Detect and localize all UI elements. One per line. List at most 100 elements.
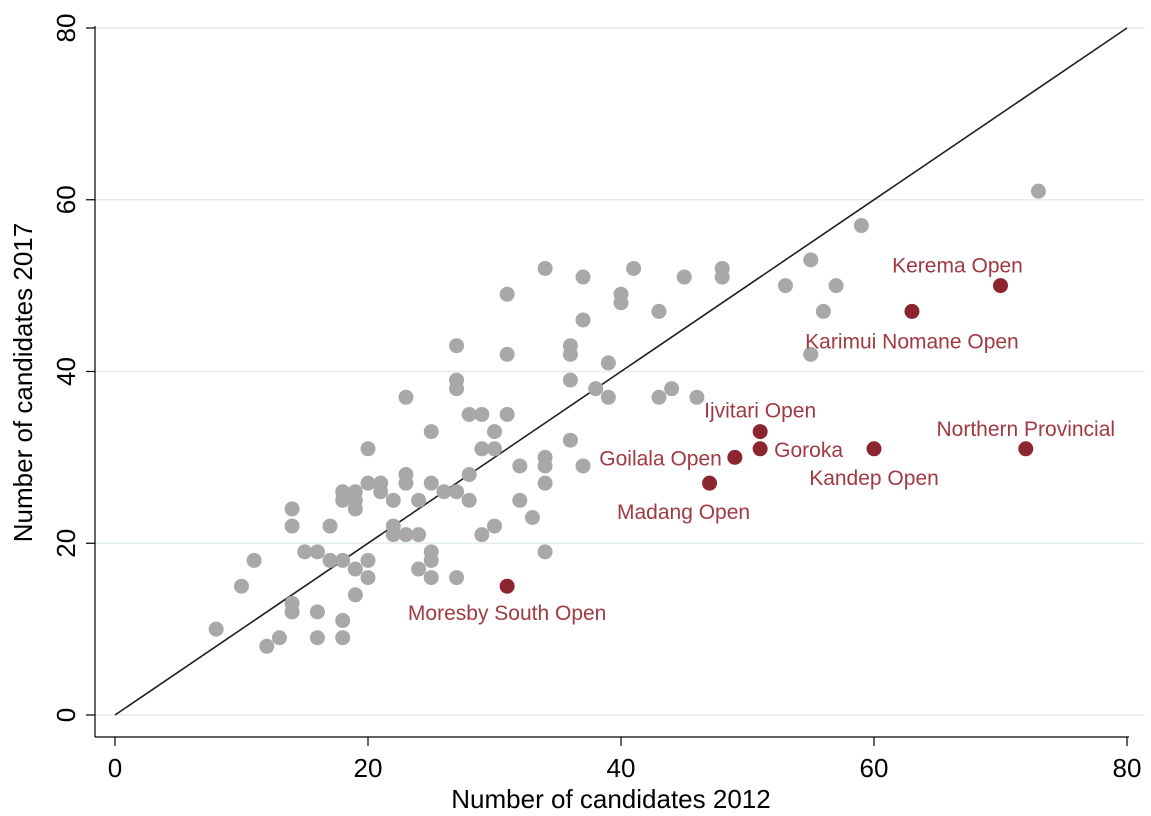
y-tick-label-80: 80 xyxy=(51,14,81,43)
data-points xyxy=(208,183,1046,654)
point-label-madang-open: Madang Open xyxy=(617,501,750,524)
data-point xyxy=(499,406,515,422)
data-point xyxy=(714,260,730,276)
data-point xyxy=(524,509,540,525)
data-point xyxy=(575,458,591,474)
data-point xyxy=(537,475,553,491)
point-label-moresby-south-open: Moresby South Open xyxy=(408,602,606,625)
data-point xyxy=(284,595,300,611)
data-point-northern-provincial xyxy=(1018,441,1034,457)
data-point xyxy=(373,475,389,491)
data-point xyxy=(360,441,376,457)
data-point-ijvitari-open xyxy=(752,424,768,440)
point-label-kandep-open: Kandep Open xyxy=(809,467,939,490)
point-labels: Moresby South Open Madang Open Goilala Ope… xyxy=(408,255,1115,626)
data-point xyxy=(689,389,705,405)
data-point-karimui-nomane-open xyxy=(904,303,920,319)
data-point xyxy=(360,552,376,568)
point-label-northern-provincial: Northern Provincial xyxy=(937,418,1116,441)
data-point xyxy=(499,286,515,302)
data-point xyxy=(828,278,844,294)
data-point xyxy=(423,544,439,560)
data-point xyxy=(600,355,616,371)
data-point xyxy=(284,518,300,534)
data-point xyxy=(411,527,427,543)
data-point xyxy=(512,492,528,508)
data-point xyxy=(284,501,300,517)
data-point xyxy=(537,544,553,560)
data-point xyxy=(234,578,249,594)
data-point-moresby-south-open xyxy=(499,578,515,594)
data-point xyxy=(815,303,831,319)
data-point xyxy=(449,372,465,388)
data-point xyxy=(246,552,262,568)
data-point xyxy=(1030,183,1046,199)
data-point xyxy=(600,389,616,405)
data-point xyxy=(335,630,351,646)
data-point xyxy=(360,570,376,586)
data-point xyxy=(461,467,477,483)
x-tick-label-60: 60 xyxy=(860,753,889,783)
data-point xyxy=(474,527,490,543)
data-point-goilala-open xyxy=(727,449,743,465)
data-point xyxy=(259,638,275,654)
axis-ticks: 0 20 40 60 80 0 20 40 60 80 xyxy=(51,14,1141,783)
data-point xyxy=(588,381,604,397)
point-label-ijvitari-open: Ijvitari Open xyxy=(704,400,816,423)
reference-line-45deg xyxy=(114,27,1128,716)
data-point-kandep-open xyxy=(866,441,882,457)
data-point xyxy=(487,424,502,440)
y-tick-label-40: 40 xyxy=(51,357,81,386)
data-point xyxy=(335,613,351,629)
x-tick-label-40: 40 xyxy=(607,753,636,783)
data-point xyxy=(575,312,591,328)
data-point xyxy=(297,544,313,560)
data-point xyxy=(853,218,869,234)
data-point xyxy=(803,346,819,362)
data-point xyxy=(436,484,452,500)
data-point xyxy=(385,518,401,534)
data-point-madang-open xyxy=(702,475,718,491)
data-point xyxy=(423,424,439,440)
point-label-goroka: Goroka xyxy=(774,439,843,462)
x-axis-title: Number of candidates 2012 xyxy=(451,784,770,814)
data-point xyxy=(803,252,819,268)
data-point xyxy=(613,286,629,302)
data-point xyxy=(398,527,414,543)
data-point xyxy=(398,389,414,405)
data-point xyxy=(461,406,477,422)
data-point xyxy=(562,372,578,388)
data-point xyxy=(322,552,338,568)
data-point xyxy=(651,303,667,319)
data-point xyxy=(335,484,351,500)
data-point xyxy=(562,432,578,448)
data-point xyxy=(423,570,439,586)
data-point xyxy=(423,475,439,491)
data-point xyxy=(309,630,325,646)
x-tick-label-0: 0 xyxy=(108,753,122,783)
point-label-karimui-nomane-open: Karimui Nomane Open xyxy=(805,330,1019,353)
data-point xyxy=(487,441,502,457)
data-point xyxy=(461,492,477,508)
data-point xyxy=(777,278,793,294)
data-point xyxy=(322,518,338,534)
data-point xyxy=(499,346,515,362)
data-point xyxy=(335,552,351,568)
y-tick-label-20: 20 xyxy=(51,529,81,558)
data-point-goroka xyxy=(752,441,768,457)
point-label-goilala-open: Goilala Open xyxy=(599,447,722,470)
data-point xyxy=(537,449,553,465)
data-point xyxy=(664,381,680,397)
point-label-kerema-open: Kerema Open xyxy=(892,255,1023,278)
data-point xyxy=(360,475,376,491)
data-point xyxy=(575,269,591,285)
data-point xyxy=(347,587,363,603)
data-point xyxy=(676,269,692,285)
y-tick-label-60: 60 xyxy=(51,185,81,214)
data-point xyxy=(271,630,287,646)
data-point xyxy=(512,458,528,474)
y-tick-label-0: 0 xyxy=(51,708,81,722)
data-point xyxy=(449,570,465,586)
x-tick-label-20: 20 xyxy=(354,753,383,783)
